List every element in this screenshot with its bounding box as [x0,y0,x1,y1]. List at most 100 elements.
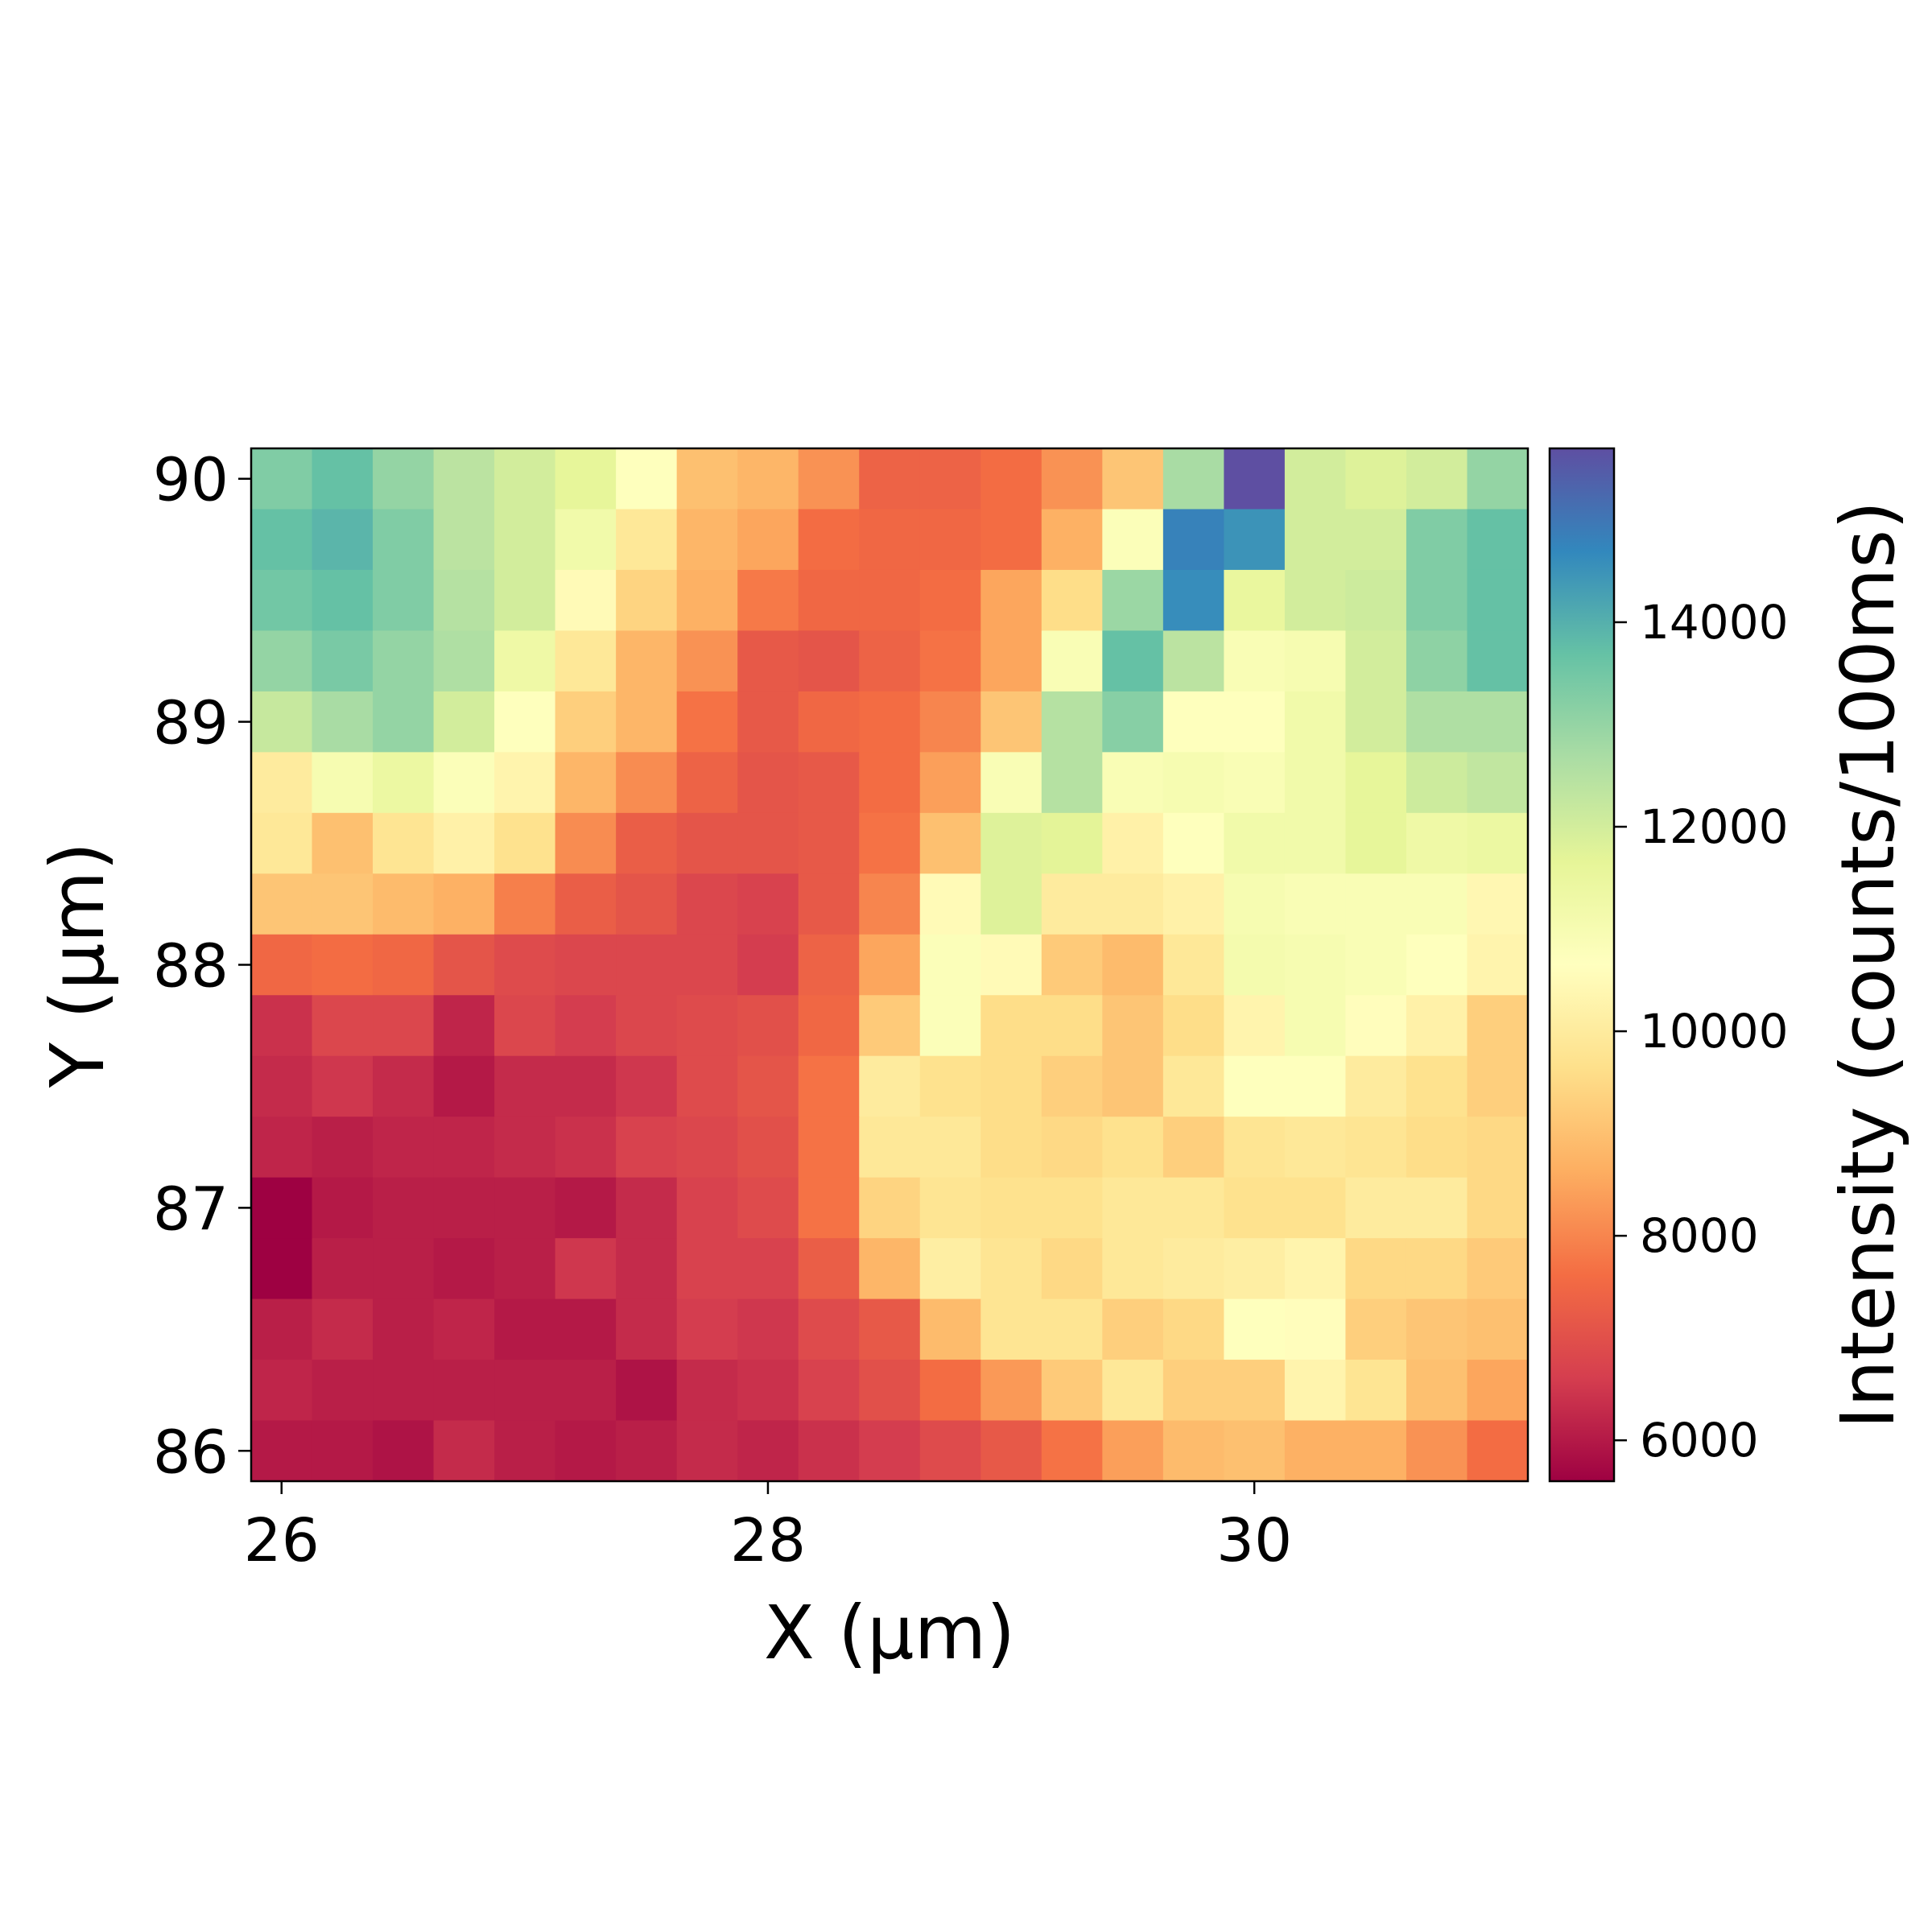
heatmap-cell [1284,934,1347,996]
heatmap-cell [1102,1420,1164,1482]
heatmap-cell [1284,630,1347,692]
heatmap-cell [980,934,1042,996]
heatmap-cell [1467,1055,1529,1117]
heatmap-cell [555,1055,617,1117]
heatmap-cell [251,1360,313,1422]
heatmap-cell [1284,873,1347,935]
heatmap-cell [1406,1117,1468,1179]
heatmap-cell [919,812,981,874]
heatmap-cell [433,873,495,935]
heatmap-cell [676,448,738,510]
heatmap-cell [1406,934,1468,996]
colorbar [1550,448,1614,1481]
heatmap-cell [494,873,556,935]
heatmap-cell [1345,934,1407,996]
heatmap-cell [798,509,860,571]
heatmap-cell [1345,1238,1407,1300]
heatmap-cell [373,1420,435,1482]
heatmap-cell [312,1238,374,1300]
heatmap-cell [980,752,1042,814]
heatmap-cell [1284,812,1347,874]
heatmap-cell [859,1420,921,1482]
y-tick-label: 86 [153,1418,229,1487]
heatmap-cell [555,691,617,753]
heatmap-cell [676,1238,738,1300]
heatmap-cell [919,691,981,753]
heatmap-cell [1406,873,1468,935]
heatmap-cell [859,448,921,510]
heatmap-cell [980,1298,1042,1360]
heatmap-cell [859,630,921,692]
heatmap-cell [1406,630,1468,692]
heatmap-cell [433,934,495,996]
heatmap-cell [859,873,921,935]
heatmap-cell [1467,1420,1529,1482]
heatmap-cell [373,509,435,571]
heatmap-cell [1467,812,1529,874]
heatmap-cell [676,934,738,996]
heatmap-cell [1345,995,1407,1057]
heatmap-cell [1284,1117,1347,1179]
heatmap-cell [555,569,617,632]
heatmap-cell [494,691,556,753]
heatmap-cell [373,448,435,510]
heatmap-cell [1162,752,1224,814]
x-tick-label: 26 [244,1506,320,1575]
heatmap-cell [1162,812,1224,874]
heatmap-cell [1406,448,1468,510]
heatmap-cell [1224,630,1286,692]
heatmap-cell [251,934,313,996]
heatmap-cell [798,934,860,996]
heatmap-cell [980,1360,1042,1422]
heatmap-cell [1162,448,1224,510]
heatmap-cell [1224,1238,1286,1300]
heatmap-cell [251,1055,313,1117]
heatmap-cell [1162,1298,1224,1360]
heatmap-cell [980,1117,1042,1179]
heatmap-cell [737,812,799,874]
x-tick-label: 30 [1216,1506,1292,1575]
heatmap-cell [1284,1298,1347,1360]
heatmap-cell [1284,1177,1347,1239]
heatmap-cell [312,934,374,996]
y-tick-label: 89 [153,689,229,758]
heatmap-cell [312,509,374,571]
heatmap-cell [494,1298,556,1360]
heatmap-cell [676,691,738,753]
heatmap-cell [919,873,981,935]
heatmap-cell [251,995,313,1057]
heatmap-cell [1406,1177,1468,1239]
heatmap-cell [1345,873,1407,935]
heatmap-cell [555,995,617,1057]
heatmap-cell [1467,1117,1529,1179]
heatmap-cell [1345,1177,1407,1239]
heatmap-cell [251,1298,313,1360]
heatmap-cell [1102,1055,1164,1117]
heatmap-cell [919,509,981,571]
heatmap-cell [798,630,860,692]
heatmap-cell [1406,752,1468,814]
heatmap-cell [1102,934,1164,996]
heatmap-cell [1467,630,1529,692]
heatmap-cell [494,569,556,632]
heatmap-cell [798,1055,860,1117]
heatmap-cell [312,691,374,753]
heatmap-cell [312,873,374,935]
heatmap-cell [859,1177,921,1239]
heatmap-cell [1162,1117,1224,1179]
x-axis: 26 28 30 [244,1481,1292,1575]
colorbar-ticks: 6000 8000 10000 12000 14000 [1614,595,1789,1468]
heatmap-cell [1467,691,1529,753]
heatmap-cell [1102,1360,1164,1422]
heatmap-cell [798,1238,860,1300]
heatmap-cell [1345,812,1407,874]
heatmap-cell [1224,1117,1286,1179]
heatmap-cell [919,1117,981,1179]
heatmap-cell [616,873,678,935]
heatmap-cell [433,569,495,632]
heatmap-cell [251,1420,313,1482]
heatmap-cell [251,873,313,935]
colorbar-label: Intensity (counts/100ms) [1825,501,1911,1429]
heatmap-cell [494,752,556,814]
